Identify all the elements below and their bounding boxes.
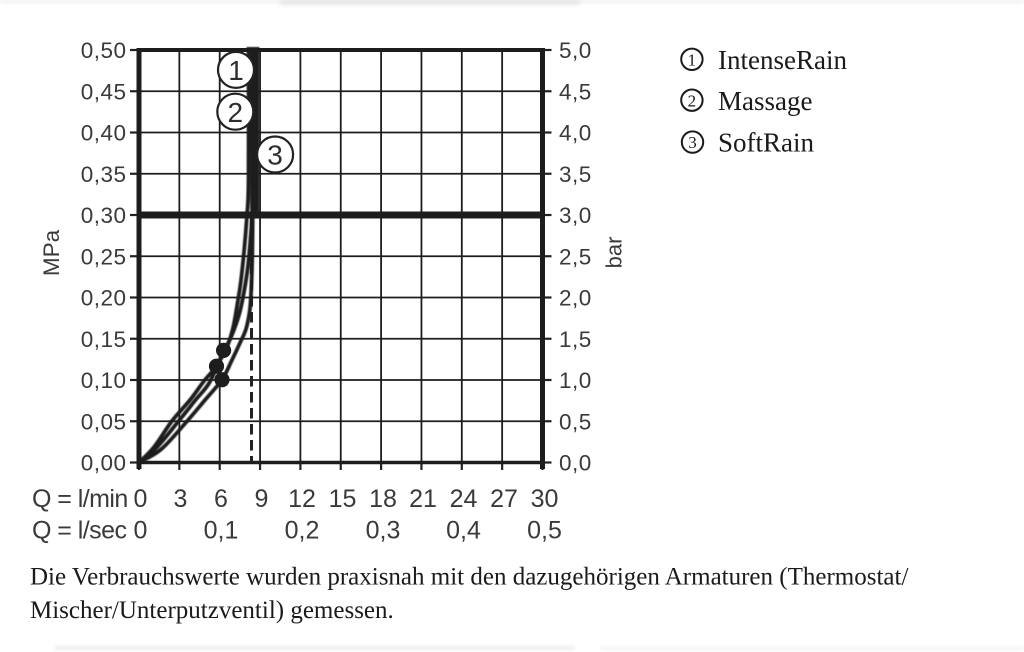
svg-text:0,35: 0,35 [81, 162, 127, 187]
svg-text:0,2: 0,2 [285, 517, 320, 545]
svg-text:0,50: 0,50 [81, 38, 127, 63]
svg-text:24: 24 [450, 485, 478, 513]
svg-text:0: 0 [134, 517, 148, 545]
svg-text:0,5: 0,5 [527, 517, 562, 545]
svg-text:SoftRain: SoftRain [718, 128, 815, 158]
svg-text:0,40: 0,40 [81, 121, 127, 146]
svg-text:27: 27 [490, 485, 518, 513]
svg-text:1: 1 [688, 50, 697, 69]
svg-text:12: 12 [288, 485, 316, 513]
svg-text:Q = l/min: Q = l/min [32, 485, 128, 513]
svg-text:Die Verbrauchswerte wurden pra: Die Verbrauchswerte wurden praxisnah mit… [30, 564, 908, 591]
svg-text:3: 3 [174, 485, 188, 513]
svg-text:3: 3 [688, 133, 697, 152]
svg-text:2,5: 2,5 [559, 244, 592, 269]
svg-text:MPa: MPa [39, 229, 64, 276]
svg-text:4,0: 4,0 [559, 121, 592, 146]
svg-text:1: 1 [228, 55, 244, 86]
svg-text:0,45: 0,45 [81, 79, 127, 104]
svg-text:Massage: Massage [718, 86, 812, 116]
svg-text:2: 2 [688, 91, 697, 110]
svg-text:2: 2 [228, 97, 244, 128]
svg-text:5,0: 5,0 [559, 38, 592, 63]
svg-text:3,0: 3,0 [559, 203, 592, 228]
svg-text:0,10: 0,10 [81, 368, 127, 393]
svg-text:Q = l/sec: Q = l/sec [32, 517, 126, 545]
svg-text:0,05: 0,05 [81, 409, 127, 434]
svg-text:4,5: 4,5 [559, 79, 592, 104]
svg-text:0,1: 0,1 [204, 517, 239, 545]
svg-text:0,4: 0,4 [446, 517, 481, 545]
svg-text:0,3: 0,3 [366, 517, 401, 545]
svg-text:15: 15 [329, 485, 357, 513]
svg-text:3: 3 [267, 140, 283, 171]
svg-text:0,5: 0,5 [559, 409, 592, 434]
svg-text:1,5: 1,5 [559, 327, 592, 352]
svg-text:Mischer/Unterputzventil) gemes: Mischer/Unterputzventil) gemessen. [30, 597, 394, 624]
svg-text:0,30: 0,30 [81, 203, 127, 228]
svg-text:9: 9 [255, 485, 269, 513]
svg-text:21: 21 [409, 485, 437, 513]
svg-text:0,20: 0,20 [81, 286, 127, 311]
svg-text:0,00: 0,00 [81, 451, 127, 476]
svg-text:0,25: 0,25 [81, 244, 127, 269]
svg-text:IntenseRain: IntenseRain [718, 45, 847, 75]
svg-text:30: 30 [531, 485, 559, 513]
svg-text:0: 0 [134, 485, 148, 513]
svg-text:0,15: 0,15 [81, 327, 127, 352]
svg-text:3,5: 3,5 [559, 162, 592, 187]
svg-text:bar: bar [601, 237, 626, 269]
svg-text:2,0: 2,0 [559, 286, 592, 311]
svg-text:0,0: 0,0 [559, 451, 592, 476]
svg-text:1,0: 1,0 [559, 368, 592, 393]
svg-text:18: 18 [369, 485, 397, 513]
svg-text:6: 6 [214, 485, 228, 513]
